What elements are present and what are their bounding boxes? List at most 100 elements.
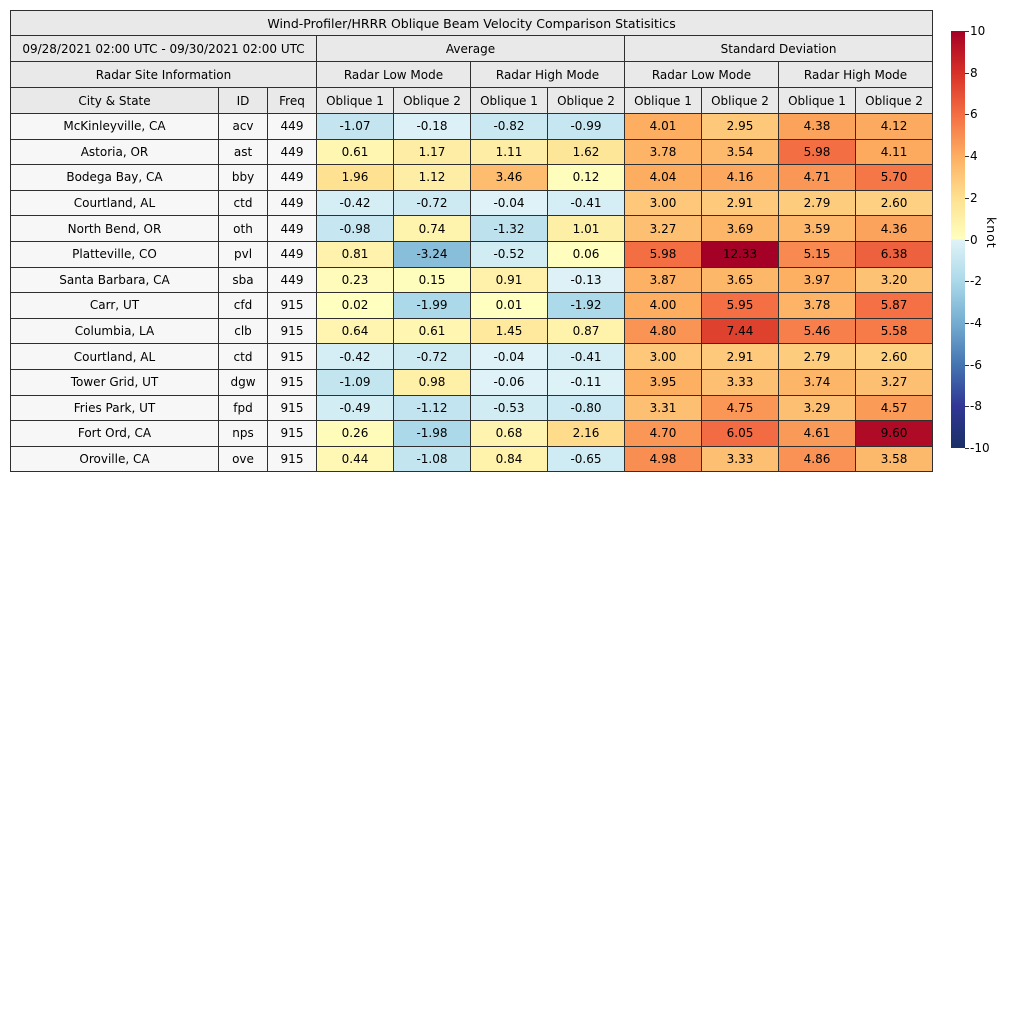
value-cell: -0.65 bbox=[547, 445, 625, 473]
city-cell: Courtland, AL bbox=[10, 343, 219, 370]
value-cell: -1.92 bbox=[547, 292, 625, 319]
column-header: Oblique 1 bbox=[624, 87, 702, 114]
mode-header: Radar High Mode bbox=[470, 61, 625, 88]
value-cell: 4.57 bbox=[854, 394, 934, 422]
id-cell: pvl bbox=[218, 240, 268, 268]
value-cell: 0.68 bbox=[470, 420, 548, 447]
value-cell: 0.84 bbox=[470, 445, 548, 473]
colorbar-tick-mark bbox=[965, 197, 969, 199]
value-cell: 3.78 bbox=[624, 138, 702, 166]
value-cell: 4.86 bbox=[778, 445, 856, 473]
value-cell: 1.12 bbox=[393, 164, 471, 191]
freq-cell: 915 bbox=[267, 343, 317, 370]
value-cell: 3.65 bbox=[701, 266, 779, 294]
colorbar-unit-label: knot bbox=[984, 217, 999, 249]
freq-cell: 449 bbox=[267, 138, 317, 166]
id-cell: clb bbox=[218, 317, 268, 345]
value-cell: -0.72 bbox=[393, 343, 471, 370]
value-cell: -0.52 bbox=[470, 240, 548, 268]
value-cell: 1.11 bbox=[470, 138, 548, 166]
table-row: Carr, UT cfd 915 0.02 -1.99 0.01 -1.92 4.00 5… bbox=[10, 292, 934, 319]
value-cell: 5.15 bbox=[778, 240, 856, 268]
value-cell: 3.59 bbox=[778, 215, 856, 242]
colorbar-tick-label: -6 bbox=[970, 357, 982, 372]
colorbar-tick-mark bbox=[965, 114, 969, 116]
id-cell: sba bbox=[218, 266, 268, 294]
value-cell: 3.74 bbox=[778, 368, 856, 396]
table-title: Wind-Profiler/HRRR Oblique Beam Velocity… bbox=[9, 10, 934, 36]
value-cell: 4.01 bbox=[624, 113, 702, 140]
freq-cell: 449 bbox=[267, 215, 317, 242]
value-cell: 3.78 bbox=[778, 292, 856, 319]
value-cell: 3.31 bbox=[624, 394, 702, 422]
value-cell: 2.79 bbox=[778, 189, 856, 217]
table-row: Bodega Bay, CA bby 449 1.96 1.12 3.46 0.12 4… bbox=[10, 164, 934, 191]
value-cell: -0.80 bbox=[547, 394, 625, 422]
value-cell: 3.69 bbox=[701, 215, 779, 242]
freq-cell: 449 bbox=[267, 240, 317, 268]
table-row: Astoria, OR ast 449 0.61 1.17 1.11 1.62 3.78… bbox=[10, 138, 934, 166]
column-header-row: City & State ID Freq Oblique 1 Oblique 2 Obli… bbox=[10, 87, 934, 114]
mode-header: Radar High Mode bbox=[777, 61, 934, 88]
colorbar-tick-mark bbox=[965, 72, 969, 74]
value-cell: 3.46 bbox=[470, 164, 548, 191]
freq-cell: 915 bbox=[267, 445, 317, 473]
value-cell: 5.98 bbox=[778, 138, 856, 166]
city-cell: Platteville, CO bbox=[10, 240, 219, 268]
value-cell: -1.09 bbox=[316, 368, 394, 396]
value-cell: -0.41 bbox=[547, 343, 625, 370]
value-cell: 5.58 bbox=[854, 317, 934, 345]
value-cell: 3.00 bbox=[624, 343, 702, 370]
city-cell: North Bend, OR bbox=[10, 215, 219, 242]
value-cell: -1.98 bbox=[393, 420, 471, 447]
freq-cell: 449 bbox=[267, 164, 317, 191]
value-cell: 0.87 bbox=[547, 317, 625, 345]
id-cell: fpd bbox=[218, 394, 268, 422]
value-cell: 2.91 bbox=[701, 189, 779, 217]
value-cell: 3.58 bbox=[854, 445, 934, 473]
freq-cell: 915 bbox=[267, 368, 317, 396]
value-cell: 0.23 bbox=[316, 266, 394, 294]
colorbar-tick-label: 2 bbox=[970, 190, 978, 205]
column-header: Oblique 1 bbox=[778, 87, 856, 114]
value-cell: -3.24 bbox=[393, 240, 471, 268]
value-cell: 3.27 bbox=[624, 215, 702, 242]
value-cell: 0.06 bbox=[547, 240, 625, 268]
value-cell: 4.16 bbox=[701, 164, 779, 191]
value-cell: 5.70 bbox=[854, 164, 934, 191]
value-cell: 0.61 bbox=[393, 317, 471, 345]
value-cell: -0.41 bbox=[547, 189, 625, 217]
value-cell: -1.08 bbox=[393, 445, 471, 473]
mode-header: Radar Low Mode bbox=[316, 61, 471, 88]
city-cell: McKinleyville, CA bbox=[10, 113, 219, 140]
stddev-group-header: Standard Deviation bbox=[623, 35, 934, 62]
column-header: Oblique 2 bbox=[854, 87, 934, 114]
value-cell: 3.00 bbox=[624, 189, 702, 217]
city-cell: Columbia, LA bbox=[10, 317, 219, 345]
city-cell: Carr, UT bbox=[10, 292, 219, 319]
value-cell: 4.12 bbox=[854, 113, 934, 140]
value-cell: 3.95 bbox=[624, 368, 702, 396]
value-cell: -0.42 bbox=[316, 189, 394, 217]
table-row: Tower Grid, UT dgw 915 -1.09 0.98 -0.06 -0.… bbox=[10, 368, 934, 396]
mode-header: Radar Low Mode bbox=[624, 61, 779, 88]
id-cell: ctd bbox=[218, 189, 268, 217]
value-cell: -0.98 bbox=[316, 215, 394, 242]
title-row: Wind-Profiler/HRRR Oblique Beam Velocity… bbox=[9, 10, 934, 36]
table-row: Columbia, LA clb 915 0.64 0.61 1.45 0.87 4.8… bbox=[10, 317, 934, 345]
statistics-table: Wind-Profiler/HRRR Oblique Beam Velocity… bbox=[9, 10, 934, 473]
freq-cell: 915 bbox=[267, 317, 317, 345]
colorbar-tick-label: -8 bbox=[970, 399, 982, 414]
colorbar-tick-mark bbox=[965, 406, 969, 408]
value-cell: 4.70 bbox=[624, 420, 702, 447]
value-cell: 3.29 bbox=[778, 394, 856, 422]
value-cell: 4.75 bbox=[701, 394, 779, 422]
value-cell: 1.62 bbox=[547, 138, 625, 166]
colorbar-tick-label: -4 bbox=[970, 315, 982, 330]
value-cell: 4.98 bbox=[624, 445, 702, 473]
value-cell: -0.11 bbox=[547, 368, 625, 396]
colorbar-tick-label: -10 bbox=[970, 441, 990, 455]
colorbar-tick-label: 6 bbox=[970, 107, 978, 122]
value-cell: 0.91 bbox=[470, 266, 548, 294]
value-cell: 2.16 bbox=[547, 420, 625, 447]
